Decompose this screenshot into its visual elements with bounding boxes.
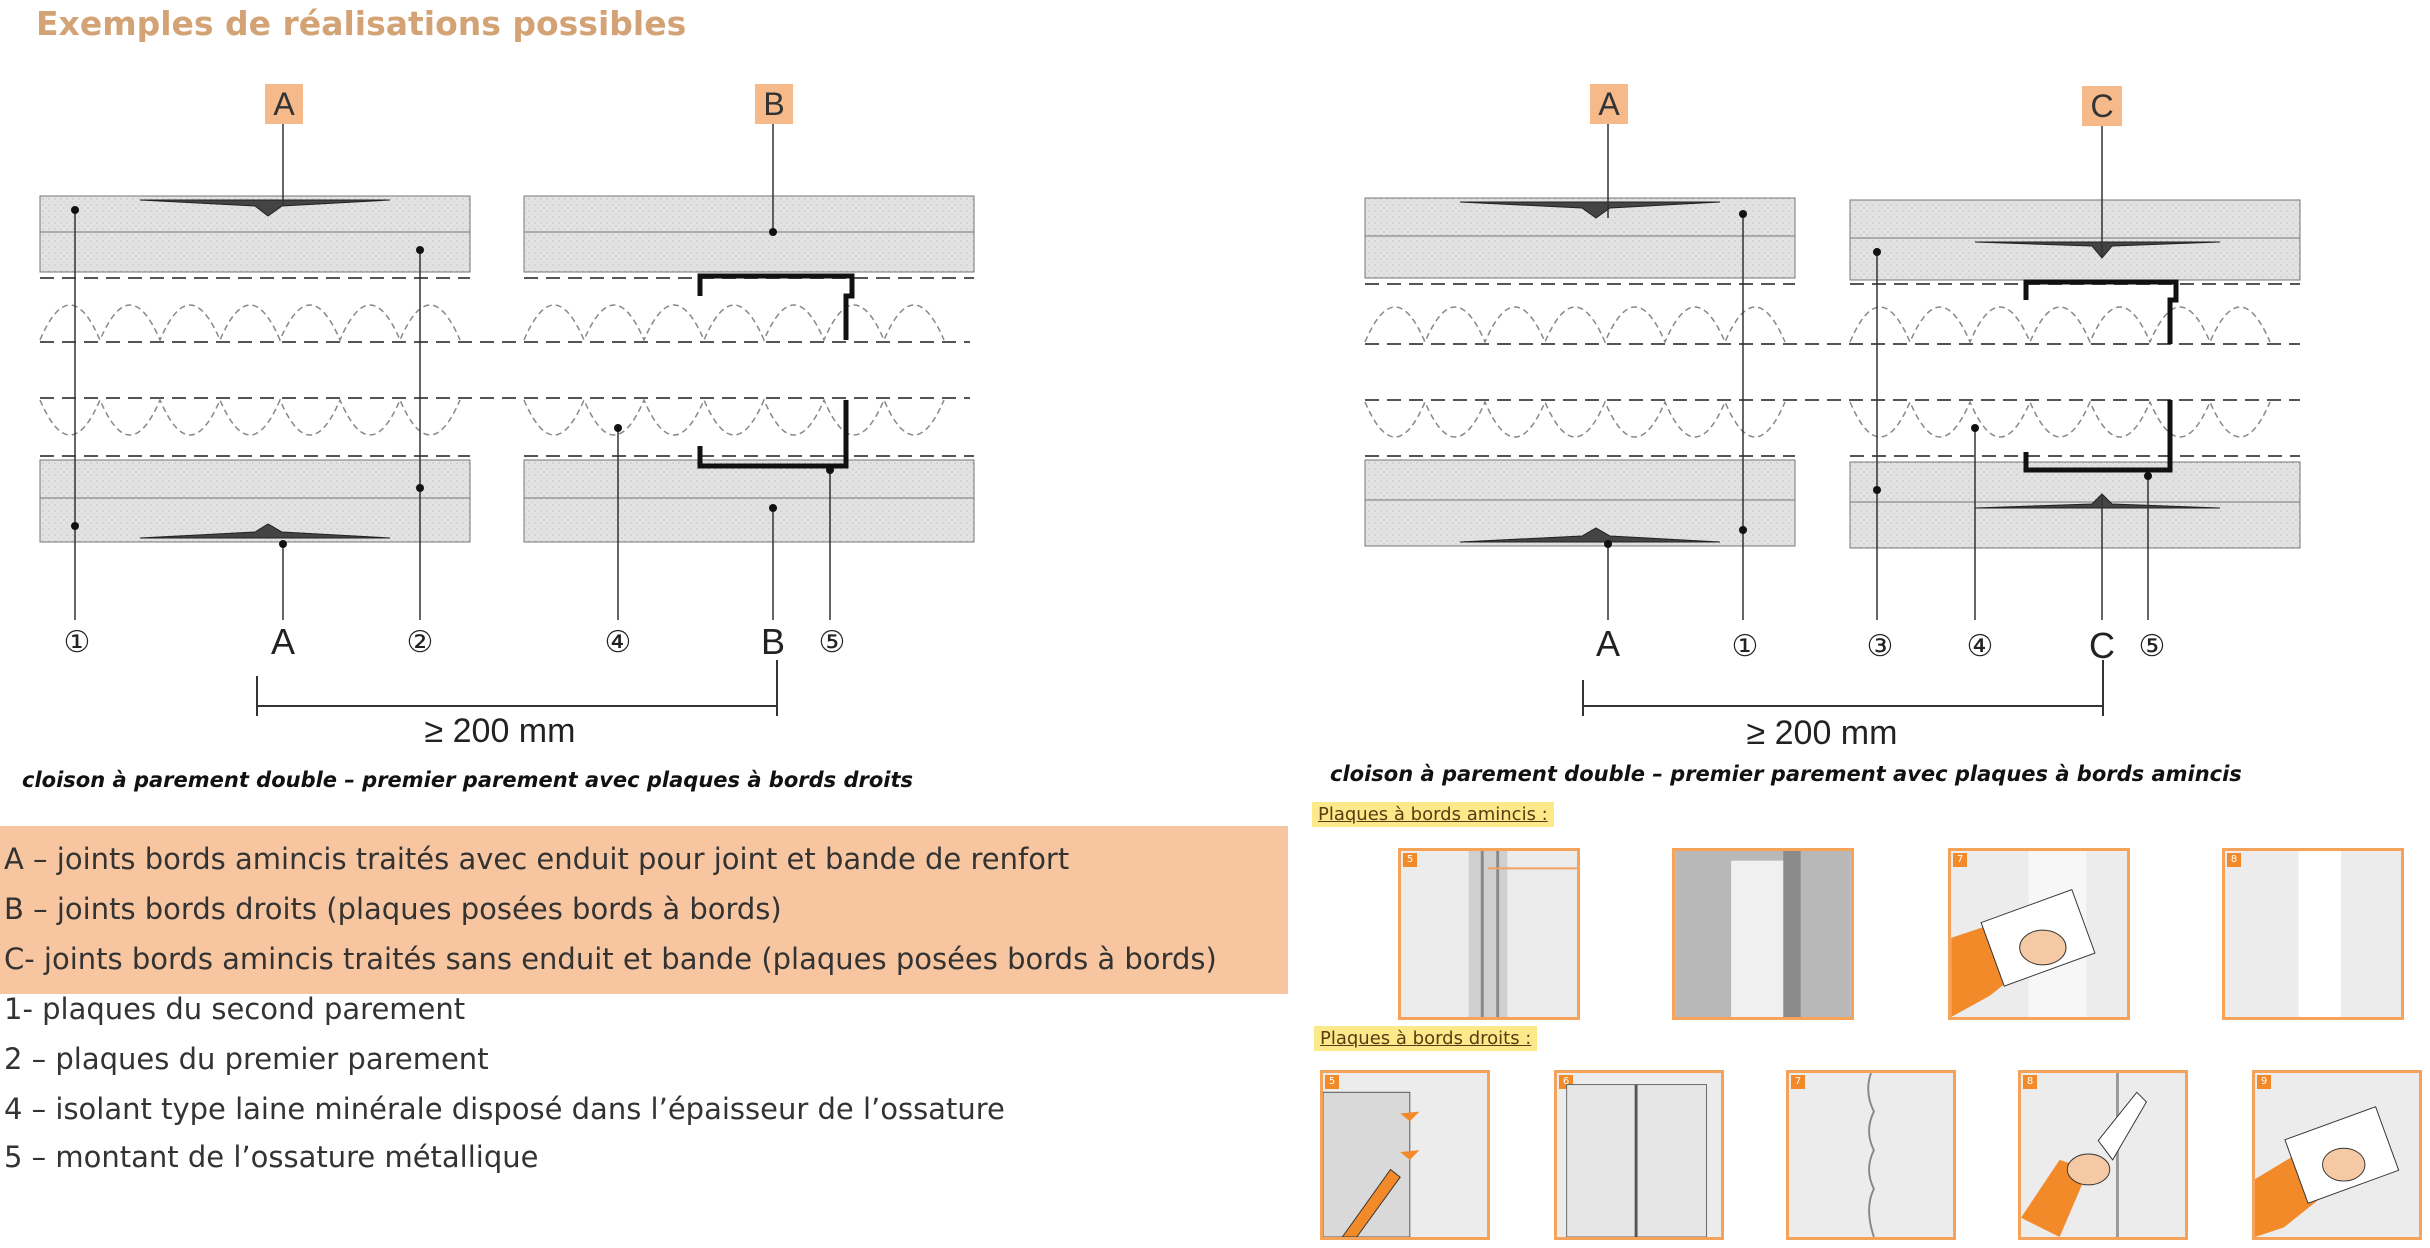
plate xyxy=(39,459,471,499)
top-label-a-right: A xyxy=(1598,86,1620,122)
bottom-label: ① xyxy=(64,625,91,660)
step-thumbnail: 5 xyxy=(1398,848,1580,1020)
legend-item-4: 4 – isolant type laine minérale disposé … xyxy=(4,1092,1005,1126)
step-number: 5 xyxy=(1325,1075,1339,1089)
wall-section-diagrams: A B A C ① A ② ④ B ⑤ ≥ 200 mm A ① ③ ④ C ⑤… xyxy=(39,84,2301,752)
legend-item-a: A – joints bords amincis traités avec en… xyxy=(4,842,1070,876)
bottom-label: A xyxy=(271,621,295,662)
metal-stud xyxy=(697,273,855,469)
legend-item-b: B – joints bords droits (plaques posées … xyxy=(4,892,782,926)
dimension-label: ≥ 200 mm xyxy=(1747,714,1898,752)
legend-item-1: 1- plaques du second parement xyxy=(4,992,466,1026)
bottom-label: A xyxy=(1596,623,1620,664)
plate xyxy=(523,231,975,273)
joint-a xyxy=(139,523,391,539)
joint-c xyxy=(1974,493,2221,509)
legend-highlight xyxy=(0,826,1288,994)
step-number: 8 xyxy=(2023,1075,2037,1089)
step-thumbnail: 6 xyxy=(1672,848,1854,1020)
step-thumbnail: 9 xyxy=(2252,1070,2422,1240)
top-label-c-right: C xyxy=(2090,88,2113,124)
section-title-amincis: Plaques à bords amincis : xyxy=(1312,802,1554,827)
metal-stud xyxy=(2023,279,2179,473)
section-title-droits: Plaques à bords droits : xyxy=(1314,1026,1538,1051)
plate xyxy=(1849,501,2301,549)
bottom-label: ② xyxy=(407,625,434,660)
plate xyxy=(523,497,975,543)
legend-item-5: 5 – montant de l’ossature métallique xyxy=(4,1140,539,1174)
right-caption: cloison à parement double – premier pare… xyxy=(1330,762,2242,786)
legend-item-2: 2 – plaques du premier parement xyxy=(4,1042,489,1076)
step-number: 8 xyxy=(2227,853,2241,867)
step-thumbnail: 8 xyxy=(2018,1070,2188,1240)
bottom-label: ④ xyxy=(1967,629,1994,664)
joint-a xyxy=(139,199,391,217)
step-number: 7 xyxy=(1791,1075,1805,1089)
bottom-label: ⑤ xyxy=(2139,629,2166,664)
step-number: 7 xyxy=(1953,853,1967,867)
plate xyxy=(523,195,975,233)
joint-c xyxy=(1974,241,2221,259)
step-number: 9 xyxy=(2257,1075,2271,1089)
bottom-label: ⑤ xyxy=(819,625,846,660)
left-diagram xyxy=(39,122,975,716)
bottom-label: C xyxy=(2089,625,2115,666)
dimension-label: ≥ 200 mm xyxy=(425,712,576,750)
step-thumbnail: 6 xyxy=(1554,1070,1724,1240)
step-thumbnail: 7 xyxy=(1948,848,2130,1020)
joint-a xyxy=(1459,527,1721,543)
right-diagram xyxy=(1364,122,2301,716)
joint-a xyxy=(1459,201,1721,219)
left-caption: cloison à parement double – premier pare… xyxy=(22,768,914,792)
step-thumbnail: 8 xyxy=(2222,848,2404,1020)
top-label-a-left: A xyxy=(273,86,295,122)
bottom-label: ① xyxy=(1732,629,1759,664)
page-title: Exemples de réalisations possibles xyxy=(36,4,687,43)
bottom-label: B xyxy=(761,621,785,662)
plate xyxy=(1364,459,1796,501)
step-thumbnail: 7 xyxy=(1786,1070,1956,1240)
plate xyxy=(39,231,471,273)
bottom-label: ④ xyxy=(605,625,632,660)
plate xyxy=(1849,199,2301,239)
plate xyxy=(1364,235,1796,279)
step-number: 5 xyxy=(1403,853,1417,867)
bottom-label: ③ xyxy=(1867,629,1894,664)
legend-item-c: C- joints bords amincis traités sans end… xyxy=(4,942,1217,976)
top-label-b-left: B xyxy=(763,86,784,122)
step-thumbnail: 5 xyxy=(1320,1070,1490,1240)
